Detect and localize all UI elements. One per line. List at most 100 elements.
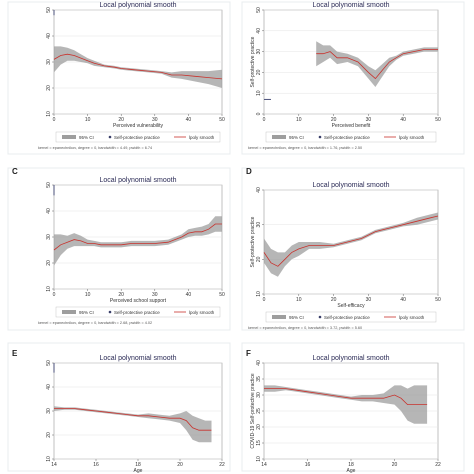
- legend-entry: Self-protective practice: [114, 135, 160, 140]
- chart-panel-5: E Local polynomial smooth 10 20 30 40 50 14 16 18…: [7, 342, 231, 474]
- y-tick-label: 40: [256, 360, 262, 366]
- x-tick-label: 16: [305, 462, 311, 468]
- x-tick-label: 20: [177, 462, 183, 468]
- legend-swatch-points: [108, 310, 112, 314]
- x-tick-label: 0: [263, 297, 266, 303]
- y-tick-label: 40: [46, 33, 52, 39]
- x-tick-label: 40: [186, 292, 192, 298]
- chart-title: Local polynomial smooth: [312, 2, 389, 9]
- legend-swatch-points: [318, 135, 322, 139]
- x-tick-label: 20: [331, 117, 337, 123]
- panel-label: C: [12, 167, 18, 176]
- ci-band: [54, 216, 222, 266]
- x-tick-label: 10: [85, 292, 91, 298]
- x-tick-label: 10: [296, 117, 302, 123]
- legend-entry: 95% CI: [79, 310, 94, 315]
- x-tick-label: 40: [400, 117, 406, 123]
- x-tick-label: 50: [219, 117, 225, 123]
- y-tick-label: 15: [256, 440, 262, 446]
- kernel-note: kernel = epanechnikov, degree = 0, bandw…: [38, 321, 152, 325]
- legend-entry: 95% CI: [289, 135, 304, 140]
- y-tick-label: 20: [256, 256, 262, 262]
- x-tick-label: 30: [152, 117, 158, 123]
- y-tick-label: 50: [46, 182, 52, 188]
- x-axis-label: Self-efficacy: [337, 303, 365, 309]
- smooth-line: [53, 53, 223, 80]
- y-tick-label: 0: [256, 112, 262, 115]
- x-tick-label: 18: [135, 462, 141, 468]
- smooth-line: [54, 408, 212, 431]
- y-tick-label: 10: [256, 456, 262, 462]
- legend-swatch-ci: [272, 135, 286, 139]
- y-tick-label: 20: [46, 432, 52, 438]
- x-axis-label: Age: [134, 468, 143, 474]
- chart-title: Local polynomial smooth: [312, 182, 389, 189]
- x-tick-label: 40: [186, 117, 192, 123]
- x-tick-label: 0: [263, 117, 266, 123]
- panel-label: E: [12, 349, 18, 358]
- legend-entry: lpoly smooth: [189, 135, 215, 140]
- smooth-line: [316, 49, 438, 80]
- kernel-note: kernel = epanechnikov, degree = 0, bandw…: [248, 146, 362, 150]
- y-tick-label: 10: [256, 291, 262, 297]
- y-tick-label: 10: [46, 286, 52, 292]
- legend: 95% CI Self-protective practice lpoly smoo…: [55, 306, 221, 318]
- legend-box: [55, 306, 221, 318]
- y-tick-label: 40: [46, 384, 52, 390]
- y-tick-label: 10: [256, 90, 262, 96]
- y-tick-label: 40: [256, 28, 262, 34]
- y-tick-label: 30: [256, 222, 262, 228]
- legend-box: [55, 131, 221, 143]
- x-tick-label: 50: [435, 297, 441, 303]
- panel-label: D: [246, 167, 252, 176]
- legend: 95% CI Self-protective practice lpoly smoo…: [55, 131, 221, 143]
- x-axis-label: Perceived school support: [110, 298, 167, 304]
- x-tick-label: 30: [152, 292, 158, 298]
- chart-panel-6: F Local polynomial smooth 10 15 20 25 30 35 40 14…: [241, 342, 465, 474]
- y-tick-label: 30: [46, 234, 52, 240]
- x-axis-label: Age: [347, 468, 356, 474]
- x-tick-label: 50: [435, 117, 441, 123]
- chart-title: Local polynomial smooth: [99, 355, 176, 362]
- x-tick-label: 20: [118, 292, 124, 298]
- x-tick-label: 30: [366, 297, 372, 303]
- y-tick-label: 30: [256, 49, 262, 55]
- chart-panel-2: Local polynomial smooth 0 10 20 30 40 50 0 10 20 3…: [241, 1, 465, 155]
- y-tick-label: 10: [46, 456, 52, 462]
- legend-entry: lpoly smooth: [399, 135, 425, 140]
- x-tick-label: 18: [348, 462, 354, 468]
- y-tick-label: 10: [46, 111, 52, 117]
- y-tick-label: 50: [46, 360, 52, 366]
- legend-swatch-ci: [62, 135, 76, 139]
- x-tick-label: 30: [366, 117, 372, 123]
- legend-box: [265, 311, 437, 323]
- y-tick-label: 30: [256, 392, 262, 398]
- x-tick-label: 40: [400, 297, 406, 303]
- y-tick-label: 50: [256, 7, 262, 13]
- x-axis-label: Perceived benefit: [332, 123, 371, 129]
- legend-entry: Self-protective practice: [324, 135, 370, 140]
- legend-entry: 95% CI: [289, 315, 304, 320]
- ci-band: [264, 212, 438, 277]
- kernel-note: kernel = epanechnikov, degree = 0, bandw…: [248, 326, 362, 330]
- y-tick-label: 20: [46, 85, 52, 91]
- legend-swatch-points: [108, 135, 112, 139]
- chart-title: Local polynomial smooth: [99, 2, 176, 9]
- x-tick-label: 10: [296, 297, 302, 303]
- kernel-note: kernel = epanechnikov, degree = 0, bandw…: [38, 146, 152, 150]
- x-tick-label: 20: [331, 297, 337, 303]
- x-tick-label: 20: [118, 117, 124, 123]
- legend: 95% CI Self-protective practice lpoly smoo…: [265, 131, 437, 143]
- legend-entry: Self-protective practice: [324, 315, 370, 320]
- x-tick-label: 14: [51, 462, 57, 468]
- y-tick-label: 25: [256, 408, 262, 414]
- ci-band: [54, 406, 212, 443]
- x-tick-label: 22: [219, 462, 225, 468]
- y-tick-label: 35: [256, 376, 262, 382]
- legend-entry: Self-protective practice: [114, 310, 160, 315]
- legend-swatch-ci: [62, 310, 76, 314]
- y-axis-label: Self-protective practice: [250, 216, 256, 267]
- x-tick-label: 50: [219, 292, 225, 298]
